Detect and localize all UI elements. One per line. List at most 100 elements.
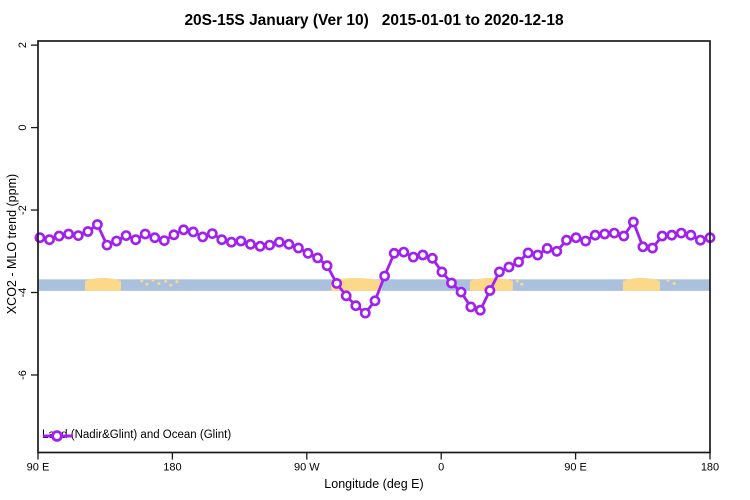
data-point-marker xyxy=(666,229,678,241)
x-axis-title: Longitude (deg E) xyxy=(324,477,424,491)
data-point-marker xyxy=(158,235,170,246)
data-point-marker xyxy=(101,239,113,251)
data-point-marker xyxy=(541,242,553,254)
data-point-marker xyxy=(197,231,209,243)
data-point-marker xyxy=(580,235,591,247)
data-point-marker xyxy=(53,230,65,242)
orange-band xyxy=(469,277,513,291)
data-point-marker xyxy=(331,277,343,289)
orange-speckle xyxy=(145,282,149,286)
orange-band xyxy=(85,277,122,291)
data-point-marker xyxy=(484,285,496,296)
y-tick-label: -2 xyxy=(17,205,29,215)
x-tick-label: 90 W xyxy=(294,462,320,474)
data-point-marker xyxy=(350,300,362,312)
data-point-marker xyxy=(225,236,237,248)
data-point-marker xyxy=(235,235,247,247)
plot-border xyxy=(37,40,711,454)
data-point-marker xyxy=(72,230,84,241)
data-point-marker xyxy=(695,234,706,246)
legend-label: Land (Nadir&Glint) and Ocean (Glint) xyxy=(42,429,232,441)
data-point-marker xyxy=(493,266,505,278)
data-point-marker xyxy=(178,224,189,236)
x-tick-label: 180 xyxy=(163,462,181,474)
data-point-marker xyxy=(273,236,285,248)
x-tick-label: 0 xyxy=(438,462,444,474)
x-tick-label: 180 xyxy=(701,462,719,474)
highlight-bands xyxy=(38,277,710,291)
data-point-marker xyxy=(359,307,371,319)
data-point-marker xyxy=(599,228,611,240)
data-point-marker xyxy=(474,304,486,316)
data-point-marker xyxy=(292,242,304,254)
x-tick-label: 90 E xyxy=(27,462,50,474)
data-point-marker xyxy=(551,245,563,257)
data-point-marker xyxy=(312,252,323,264)
data-point-marker xyxy=(63,228,74,240)
data-point-marker xyxy=(302,247,314,259)
data-point-marker xyxy=(685,229,697,241)
data-point-marker xyxy=(34,232,46,244)
x-tick-label: 90 E xyxy=(564,462,587,474)
data-point-marker xyxy=(570,232,582,244)
data-point-marker xyxy=(379,270,390,282)
data-point-marker xyxy=(168,229,180,241)
data-point-marker xyxy=(522,247,534,259)
data-point-marker xyxy=(628,216,639,228)
orange-speckle xyxy=(672,281,676,285)
orange-speckle xyxy=(164,279,168,283)
trend-series xyxy=(34,216,716,319)
data-point-marker xyxy=(254,240,266,252)
legend-line-marker-icon xyxy=(43,430,73,442)
data-point-marker xyxy=(130,234,142,246)
data-point-marker xyxy=(647,242,658,254)
data-point-marker xyxy=(532,249,544,261)
orange-speckle xyxy=(157,281,161,285)
data-point-marker xyxy=(44,234,55,246)
orange-speckle xyxy=(175,280,179,284)
orange-band xyxy=(622,277,660,291)
data-point-marker xyxy=(369,295,381,307)
orange-speckle xyxy=(520,282,524,286)
data-point-marker xyxy=(139,228,151,240)
data-point-marker xyxy=(446,277,457,289)
y-tick-label: -4 xyxy=(17,288,29,298)
data-point-marker xyxy=(455,286,467,298)
data-point-marker xyxy=(417,249,429,261)
orange-band xyxy=(330,277,382,291)
data-point-marker xyxy=(120,230,132,241)
orange-speckle xyxy=(140,279,144,283)
data-point-marker xyxy=(656,230,668,242)
y-tick-label: 2 xyxy=(17,42,29,48)
data-point-marker xyxy=(561,234,572,246)
y-tick-label: -6 xyxy=(17,370,29,380)
data-point-marker xyxy=(245,238,256,250)
data-point-marker xyxy=(465,301,477,313)
data-point-marker xyxy=(618,230,630,242)
y-tick-label: 0 xyxy=(17,125,29,131)
data-point-marker xyxy=(82,226,94,237)
data-point-marker xyxy=(388,247,400,259)
data-point-marker xyxy=(407,251,419,263)
data-point-marker xyxy=(675,227,687,239)
data-point-marker xyxy=(92,219,103,230)
orange-speckle xyxy=(169,283,173,287)
chart-title: 20S-15S January (Ver 10) 2015-01-01 to 2… xyxy=(184,12,564,29)
orange-speckle xyxy=(151,278,155,282)
data-point-marker xyxy=(398,246,410,258)
orange-speckle xyxy=(515,279,519,283)
data-point-marker xyxy=(216,234,228,246)
data-point-marker xyxy=(608,227,620,239)
data-point-marker xyxy=(264,239,275,251)
data-point-marker xyxy=(589,229,601,241)
data-point-marker xyxy=(436,266,448,278)
y-axis-title: XCO2 - MLO trend (ppm) xyxy=(5,173,19,315)
data-point-marker xyxy=(111,235,122,247)
legend: Land (Nadir&Glint) and Ocean (Glint) xyxy=(42,429,232,442)
data-point-marker xyxy=(340,290,352,302)
orange-speckle xyxy=(666,278,670,282)
data-point-marker xyxy=(149,232,161,244)
data-point-marker xyxy=(206,228,218,239)
